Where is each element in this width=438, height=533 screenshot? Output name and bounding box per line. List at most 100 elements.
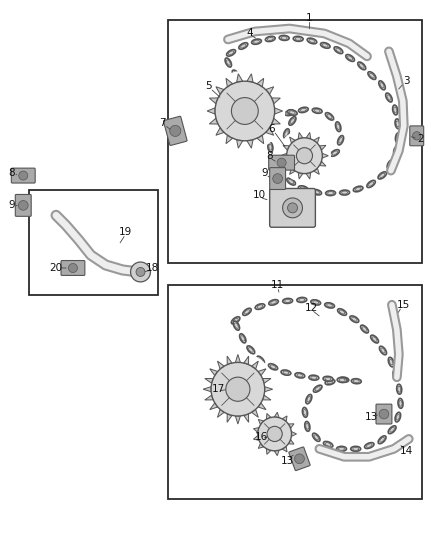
Polygon shape	[306, 173, 311, 179]
Polygon shape	[319, 146, 326, 150]
Ellipse shape	[269, 129, 275, 139]
Ellipse shape	[370, 73, 374, 78]
Ellipse shape	[294, 155, 299, 159]
Polygon shape	[227, 414, 232, 422]
FancyBboxPatch shape	[15, 195, 31, 216]
Ellipse shape	[389, 359, 393, 365]
Ellipse shape	[355, 187, 361, 191]
Polygon shape	[258, 403, 266, 410]
Ellipse shape	[304, 409, 307, 415]
Ellipse shape	[257, 356, 265, 364]
Ellipse shape	[300, 108, 306, 111]
Ellipse shape	[287, 178, 295, 185]
Circle shape	[288, 203, 297, 213]
Ellipse shape	[270, 156, 276, 165]
Ellipse shape	[379, 81, 385, 90]
Ellipse shape	[341, 378, 347, 381]
Ellipse shape	[274, 106, 284, 111]
Polygon shape	[262, 395, 271, 400]
Ellipse shape	[293, 36, 303, 42]
Circle shape	[379, 409, 389, 419]
Polygon shape	[235, 416, 240, 424]
Ellipse shape	[286, 144, 290, 149]
Polygon shape	[207, 108, 215, 114]
Ellipse shape	[398, 398, 403, 408]
Ellipse shape	[241, 81, 248, 90]
Ellipse shape	[283, 129, 290, 138]
Circle shape	[295, 454, 304, 464]
Ellipse shape	[367, 180, 375, 188]
Polygon shape	[226, 135, 233, 144]
Ellipse shape	[353, 447, 359, 450]
Polygon shape	[254, 435, 259, 440]
Ellipse shape	[232, 70, 240, 78]
Ellipse shape	[378, 172, 386, 179]
Ellipse shape	[298, 186, 308, 191]
Text: 14: 14	[400, 446, 413, 456]
Ellipse shape	[254, 40, 259, 43]
Ellipse shape	[396, 414, 399, 420]
Polygon shape	[275, 108, 283, 114]
FancyBboxPatch shape	[289, 447, 310, 471]
Ellipse shape	[325, 112, 334, 120]
Circle shape	[231, 98, 258, 124]
FancyBboxPatch shape	[268, 155, 294, 170]
Ellipse shape	[389, 161, 392, 167]
FancyBboxPatch shape	[410, 126, 424, 146]
Circle shape	[258, 417, 292, 451]
Ellipse shape	[351, 378, 361, 384]
Ellipse shape	[274, 118, 283, 125]
Ellipse shape	[320, 158, 325, 162]
Ellipse shape	[371, 335, 378, 343]
Ellipse shape	[276, 107, 282, 110]
Circle shape	[211, 362, 265, 416]
Text: 3: 3	[403, 76, 410, 86]
Polygon shape	[288, 440, 294, 444]
Circle shape	[226, 377, 250, 401]
Ellipse shape	[367, 444, 372, 447]
Ellipse shape	[336, 122, 341, 132]
Ellipse shape	[314, 385, 322, 392]
Ellipse shape	[390, 427, 395, 432]
Text: 12: 12	[305, 303, 318, 313]
Ellipse shape	[290, 118, 294, 124]
Polygon shape	[217, 361, 224, 369]
Ellipse shape	[265, 36, 275, 42]
Polygon shape	[235, 354, 240, 362]
Ellipse shape	[364, 442, 374, 449]
Ellipse shape	[327, 304, 332, 307]
Circle shape	[273, 174, 283, 183]
Ellipse shape	[395, 149, 398, 155]
FancyBboxPatch shape	[61, 261, 85, 276]
Ellipse shape	[395, 413, 401, 422]
Ellipse shape	[372, 337, 377, 342]
Polygon shape	[274, 412, 279, 418]
Ellipse shape	[307, 38, 317, 44]
Text: 16: 16	[255, 432, 268, 442]
Polygon shape	[210, 369, 218, 376]
Circle shape	[136, 268, 145, 277]
Polygon shape	[209, 118, 218, 124]
Ellipse shape	[325, 191, 336, 196]
Ellipse shape	[312, 108, 322, 114]
Ellipse shape	[311, 300, 321, 305]
Ellipse shape	[378, 436, 386, 443]
Text: 15: 15	[397, 300, 410, 310]
Polygon shape	[247, 74, 253, 82]
Polygon shape	[266, 414, 271, 419]
Polygon shape	[266, 449, 271, 454]
Ellipse shape	[269, 144, 272, 150]
Polygon shape	[205, 378, 213, 383]
Polygon shape	[290, 168, 295, 174]
Polygon shape	[258, 443, 264, 448]
Ellipse shape	[285, 142, 291, 151]
Ellipse shape	[315, 386, 320, 391]
Ellipse shape	[351, 446, 360, 451]
Polygon shape	[265, 128, 274, 135]
Polygon shape	[314, 137, 319, 143]
Polygon shape	[306, 133, 311, 139]
Ellipse shape	[347, 56, 353, 60]
Ellipse shape	[336, 124, 340, 130]
Ellipse shape	[279, 170, 283, 175]
Ellipse shape	[358, 62, 366, 70]
